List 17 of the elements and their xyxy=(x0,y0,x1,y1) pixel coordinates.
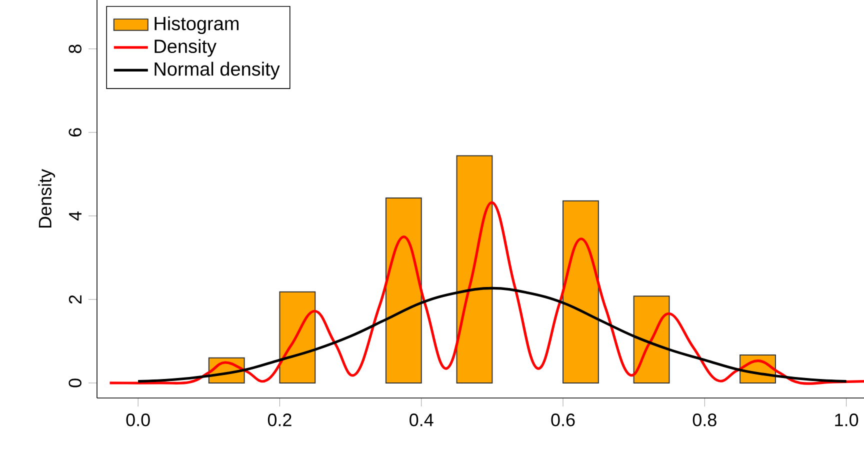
legend-label: Normal density xyxy=(154,62,280,80)
y-tick-label: 0 xyxy=(68,378,82,388)
y-tick-label: 2 xyxy=(68,295,82,304)
x-tick-label: 1.0 xyxy=(835,414,858,426)
x-tick-label: 0.6 xyxy=(551,414,575,426)
line-series xyxy=(108,201,864,385)
legend-label: Density xyxy=(154,39,217,57)
x-tick-label: 0.2 xyxy=(268,414,292,426)
x-tick-label: 0.4 xyxy=(410,414,434,426)
y-tick-label: 8 xyxy=(68,44,82,54)
y-tick-label: 6 xyxy=(68,128,82,136)
y-axis-title: Density xyxy=(38,169,56,228)
x-tick-label: 0.0 xyxy=(126,414,150,426)
y-tick-label: 4 xyxy=(69,211,82,221)
x-tick-label: 0.8 xyxy=(692,414,716,426)
line-series xyxy=(136,286,848,383)
legend-label: Histogram xyxy=(154,16,238,34)
